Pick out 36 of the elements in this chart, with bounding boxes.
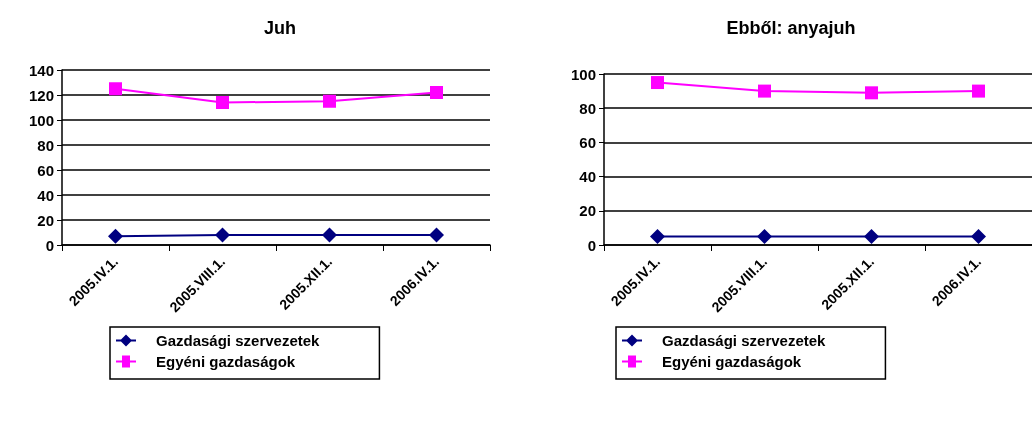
point [972,84,985,98]
point [650,228,665,244]
point [758,84,771,98]
y-tick-label: 0 [45,236,54,254]
y-tick-label: 100 [570,65,596,83]
point [864,228,879,244]
point [430,86,443,99]
point [651,76,664,90]
point [108,228,123,244]
y-tick-label: 80 [579,99,596,117]
legend-label: Egyéni gazdaságok [156,353,296,370]
y-tick-label: 40 [37,186,54,204]
y-tick-label: 140 [28,61,54,79]
point [757,228,772,244]
chart-title: Juh [263,18,297,38]
y-tick-label: 120 [28,86,54,104]
point [865,86,878,100]
y-tick-label: 60 [37,161,54,179]
point [323,94,336,108]
point [215,227,230,243]
legend-label: Egyéni gazdaságok [662,353,802,370]
legend-label: Gazdasági szervezetek [156,332,321,349]
y-tick-label: 80 [37,136,54,154]
y-tick-label: 20 [579,202,596,220]
y-tick-label: 100 [28,111,54,129]
y-tick-label: 60 [579,133,596,151]
point [971,228,986,244]
y-tick-label: 0 [587,236,596,254]
legend-label: Gazdasági szervezetek [662,332,827,349]
point [429,227,444,243]
chart-title: Ebből: anyajuh [726,18,856,38]
point [216,96,229,109]
point [109,82,122,96]
point [322,227,337,243]
y-tick-label: 20 [37,211,54,229]
y-tick-label: 40 [579,168,596,186]
